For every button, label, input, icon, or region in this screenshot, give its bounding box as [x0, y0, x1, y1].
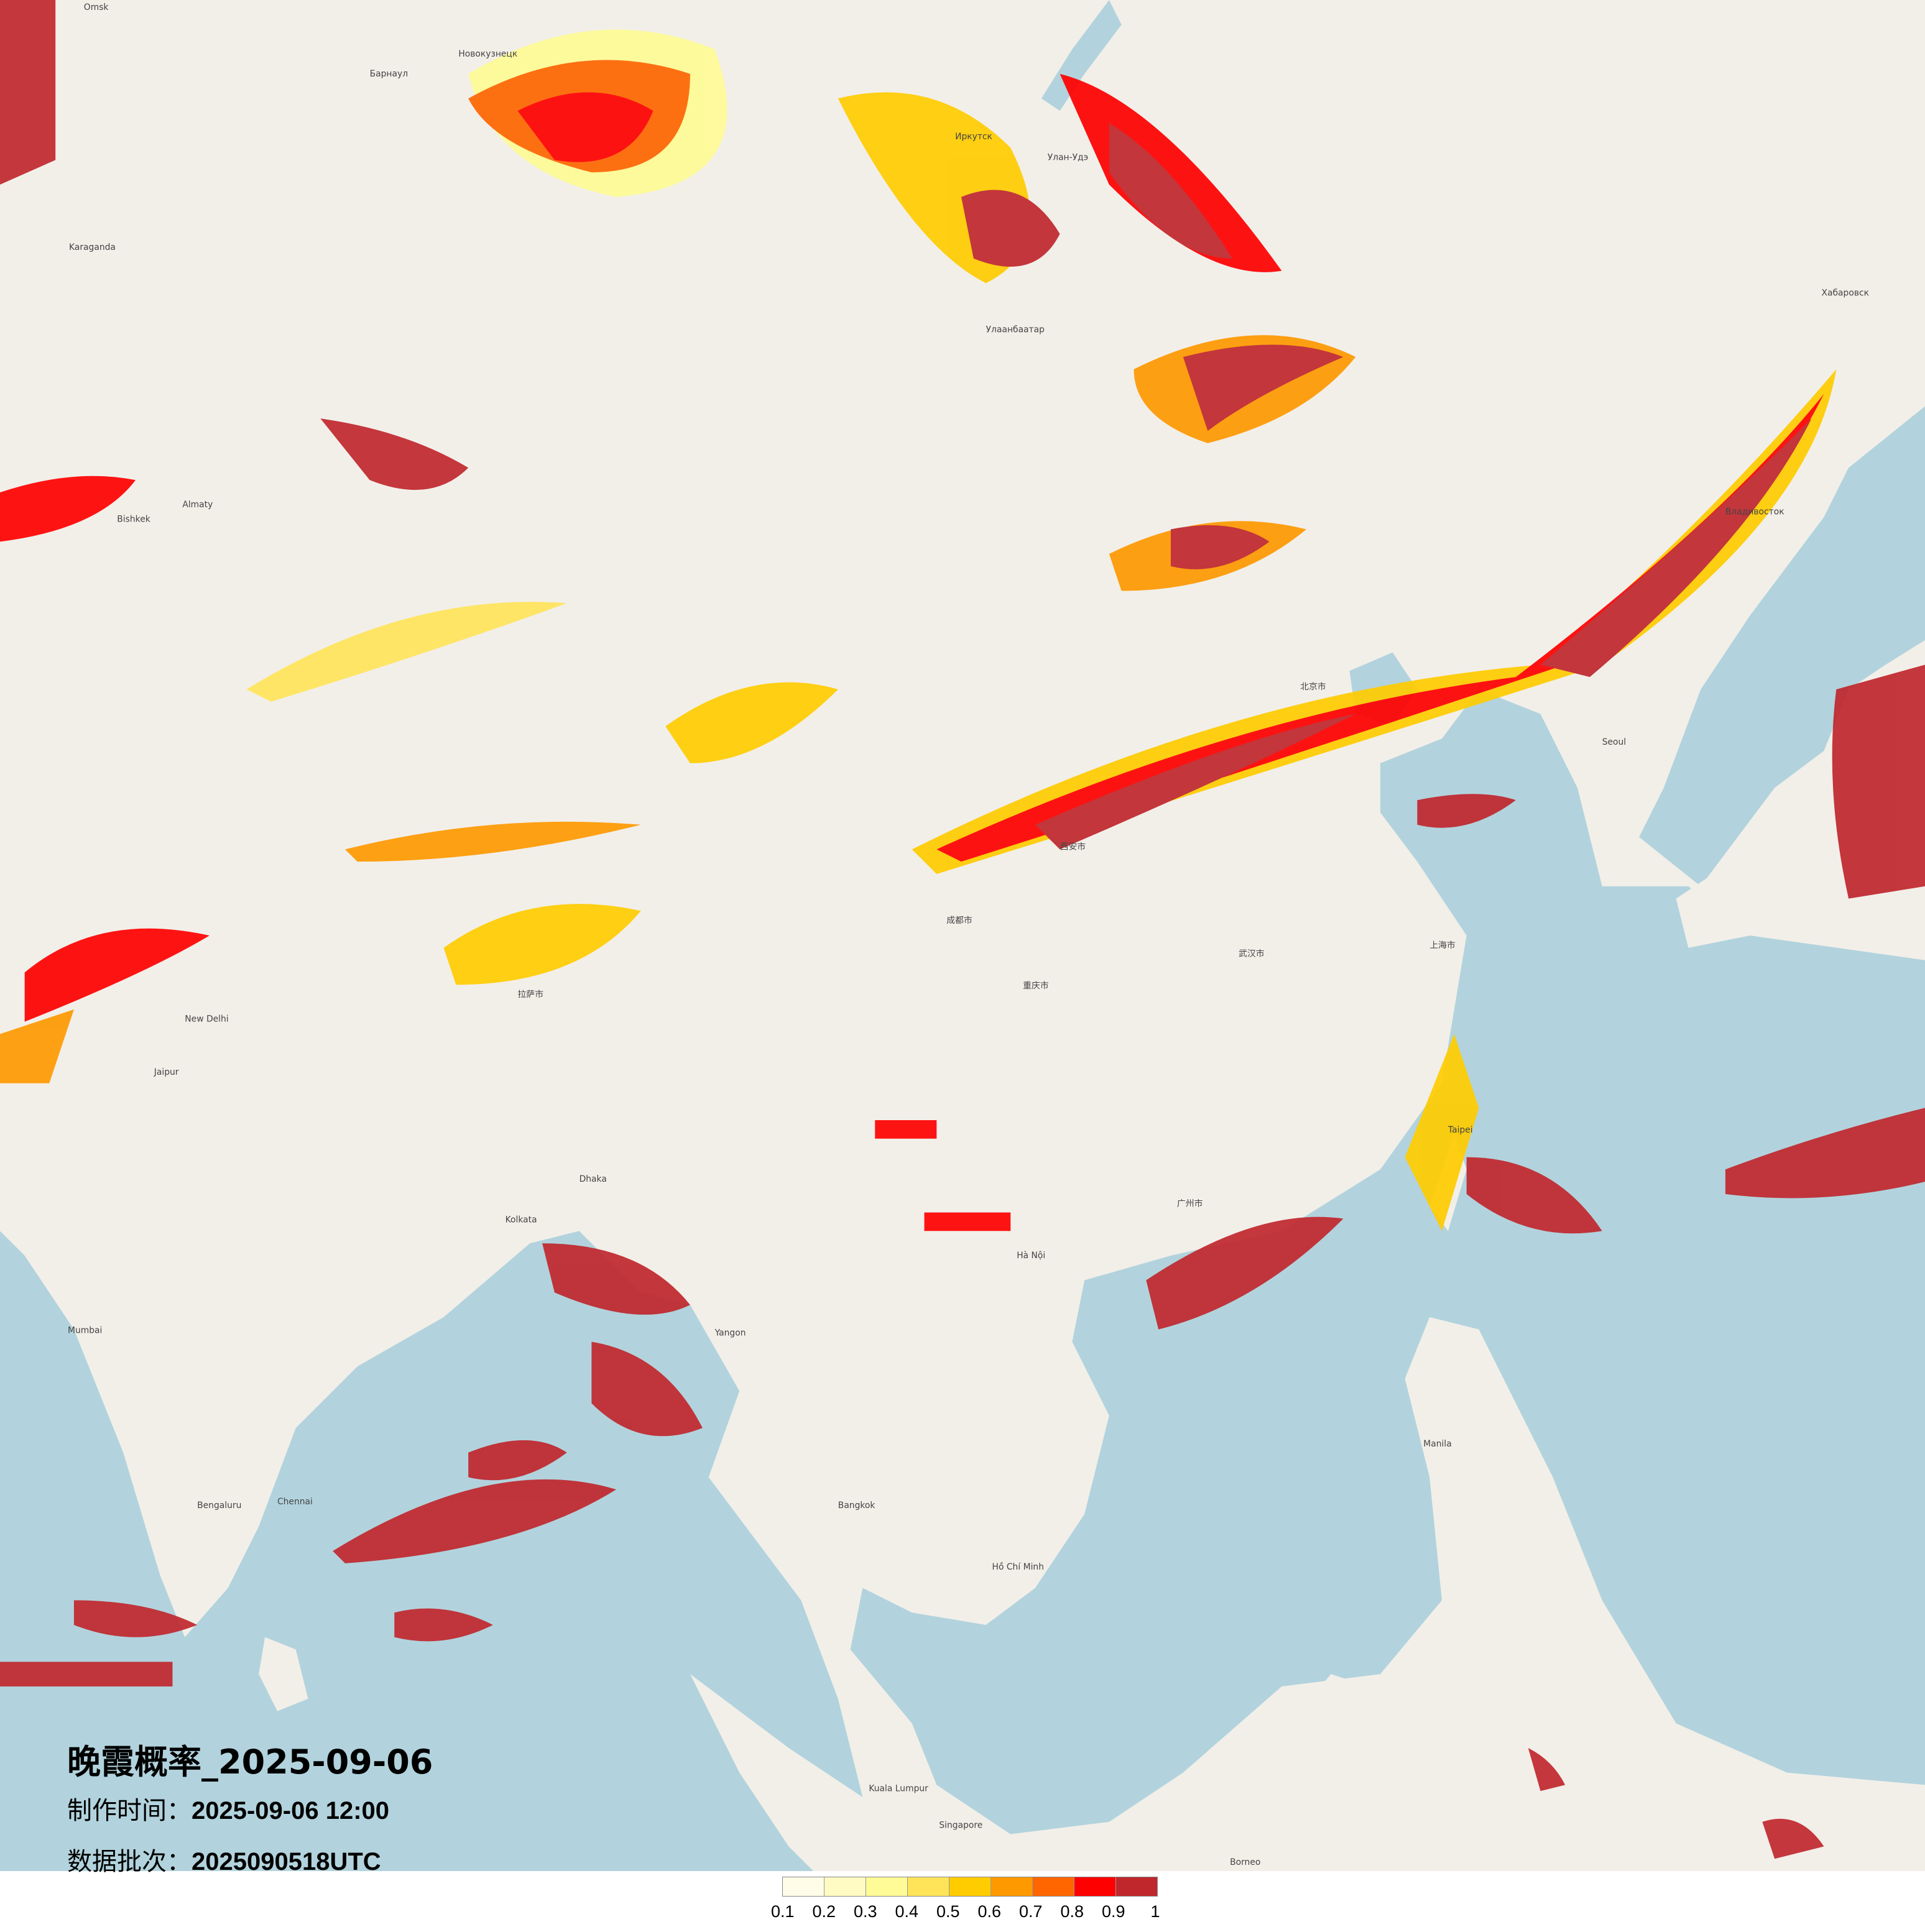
- data-batch-value: 2025090518UTC: [192, 1848, 381, 1875]
- city-label: Dhaka: [579, 1174, 607, 1184]
- lake-baikal: [1041, 0, 1122, 111]
- probability-overlay: [0, 0, 1925, 1859]
- city-label: Mumbai: [68, 1326, 102, 1336]
- legend-tick-label: 0.8: [1060, 1902, 1084, 1921]
- city-label: Chennai: [277, 1497, 313, 1507]
- legend-tick-label: 0.6: [977, 1902, 1002, 1921]
- city-label: Барнаул: [370, 69, 408, 79]
- city-label: 拉萨市: [517, 989, 543, 1000]
- city-label: Bengaluru: [197, 1501, 241, 1511]
- production-time: 制作时间：2025-09-06 12:00: [67, 1790, 389, 1826]
- legend-swatch: [1033, 1877, 1074, 1896]
- city-label: Yangon: [714, 1328, 746, 1338]
- map-title: 晚霞概率_2025-09-06: [67, 1742, 433, 1782]
- legend-tick-label: 0.3: [854, 1902, 877, 1921]
- color-legend: [782, 1877, 1158, 1897]
- sri-lanka: [259, 1637, 308, 1711]
- city-label: 成都市: [946, 915, 972, 926]
- legend-swatch: [1074, 1877, 1116, 1896]
- city-label: Владивосток: [1725, 507, 1784, 517]
- city-label: Borneo: [1230, 1857, 1260, 1867]
- legend-swatch: [908, 1877, 949, 1896]
- city-label: Manila: [1423, 1439, 1451, 1449]
- borneo: [1232, 1674, 1405, 1871]
- city-label: Omsk: [84, 2, 109, 12]
- legend-tick-label: 0.4: [895, 1902, 919, 1921]
- legend-tick-label: 0.7: [1019, 1902, 1043, 1921]
- sunset-probability-map[interactable]: Omsk Новокузнецк Барнаул Иркутск Улан-Уд…: [0, 0, 1925, 1871]
- city-label: Улаанбаатар: [986, 325, 1045, 335]
- city-label: Taipei: [1447, 1125, 1473, 1135]
- legend-swatch: [991, 1877, 1033, 1896]
- city-label: Seoul: [1602, 737, 1626, 747]
- city-label: 广州市: [1177, 1198, 1203, 1209]
- legend-swatch: [1116, 1877, 1157, 1896]
- data-batch-label: 数据批次：: [67, 1847, 192, 1876]
- city-label: Hồ Chí Minh: [992, 1562, 1044, 1572]
- city-label: 西安市: [1060, 841, 1086, 852]
- city-label: Bangkok: [838, 1501, 875, 1511]
- legend-tick-label: 1: [1150, 1902, 1160, 1921]
- production-time-value: 2025-09-06 12:00: [192, 1797, 390, 1824]
- legend-tick-label: 0.5: [936, 1902, 960, 1921]
- city-label: Kolkata: [505, 1215, 537, 1225]
- legend-ticks: 0.1 0.2 0.3 0.4 0.5 0.6 0.7 0.8 0.9 1: [770, 1902, 1168, 1927]
- city-label: Almaty: [182, 500, 213, 510]
- city-labels: Omsk Новокузнецк Барнаул Иркутск Улан-Уд…: [68, 2, 1869, 1867]
- legend-swatch: [949, 1877, 991, 1896]
- legend-swatch: [866, 1877, 908, 1896]
- city-label: 武汉市: [1239, 949, 1265, 959]
- city-label: Bishkek: [117, 515, 150, 525]
- city-label: Hà Nội: [1017, 1251, 1045, 1261]
- city-label: Kuala Lumpur: [869, 1783, 928, 1793]
- philippines: [1417, 1329, 1590, 1699]
- city-label: 重庆市: [1023, 980, 1049, 991]
- pacific-ocean: [850, 406, 1925, 1834]
- city-label: Хабаровск: [1822, 288, 1870, 298]
- city-label: Singapore: [939, 1821, 982, 1831]
- legend-tick-label: 0.1: [771, 1902, 795, 1921]
- city-label: 上海市: [1429, 940, 1456, 950]
- city-label: Karaganda: [69, 242, 116, 252]
- city-label: Новокузнецк: [458, 49, 517, 59]
- city-label: New Delhi: [185, 1014, 228, 1024]
- legend-swatch: [783, 1877, 824, 1896]
- legend-swatch: [824, 1877, 866, 1896]
- legend-tick-label: 0.2: [812, 1902, 836, 1921]
- data-batch: 数据批次：2025090518UTC: [67, 1841, 381, 1877]
- legend-tick-label: 0.9: [1102, 1902, 1125, 1921]
- city-label: Jaipur: [154, 1067, 179, 1077]
- city-label: 北京市: [1300, 681, 1326, 692]
- city-label: Улан-Удэ: [1048, 152, 1089, 162]
- production-time-label: 制作时间：: [67, 1796, 192, 1825]
- city-label: Иркутск: [955, 132, 992, 142]
